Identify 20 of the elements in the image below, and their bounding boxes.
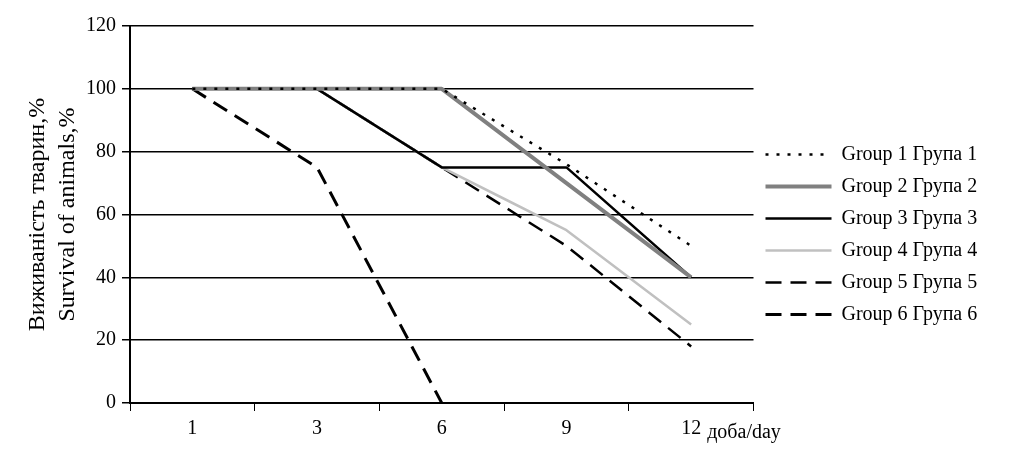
x-tick-label: 6 bbox=[436, 416, 447, 439]
legend-label: Group 4 Група 4 bbox=[841, 237, 978, 261]
legend-label: Group 6 Група 6 bbox=[841, 301, 978, 325]
y-tick-label: 100 bbox=[86, 76, 116, 99]
x-tick-label: 3 bbox=[312, 416, 323, 439]
y-tick-label: 120 bbox=[86, 13, 116, 36]
y-tick-label: 0 bbox=[106, 390, 116, 413]
x-tick-label: 1 bbox=[187, 416, 198, 439]
y-tick-label: 60 bbox=[96, 201, 116, 224]
legend-label: Group 2 Група 2 bbox=[841, 173, 978, 197]
x-tick-label: 9 bbox=[561, 416, 572, 439]
y-tick-label: 80 bbox=[96, 138, 116, 161]
legend-label: Group 3 Група 3 bbox=[841, 205, 978, 229]
legend-label: Group 5 Група 5 bbox=[841, 269, 978, 293]
legend-label: Group 1 Група 1 bbox=[841, 141, 978, 165]
y-tick-label: 40 bbox=[96, 264, 116, 287]
x-tick-label: 12 bbox=[681, 416, 702, 439]
y-axis-title: Виживаність тварин,% Survival of animals,% bbox=[23, 97, 80, 332]
y-tick-label: 20 bbox=[96, 327, 116, 350]
x-axis-title: доба/day bbox=[707, 420, 781, 444]
